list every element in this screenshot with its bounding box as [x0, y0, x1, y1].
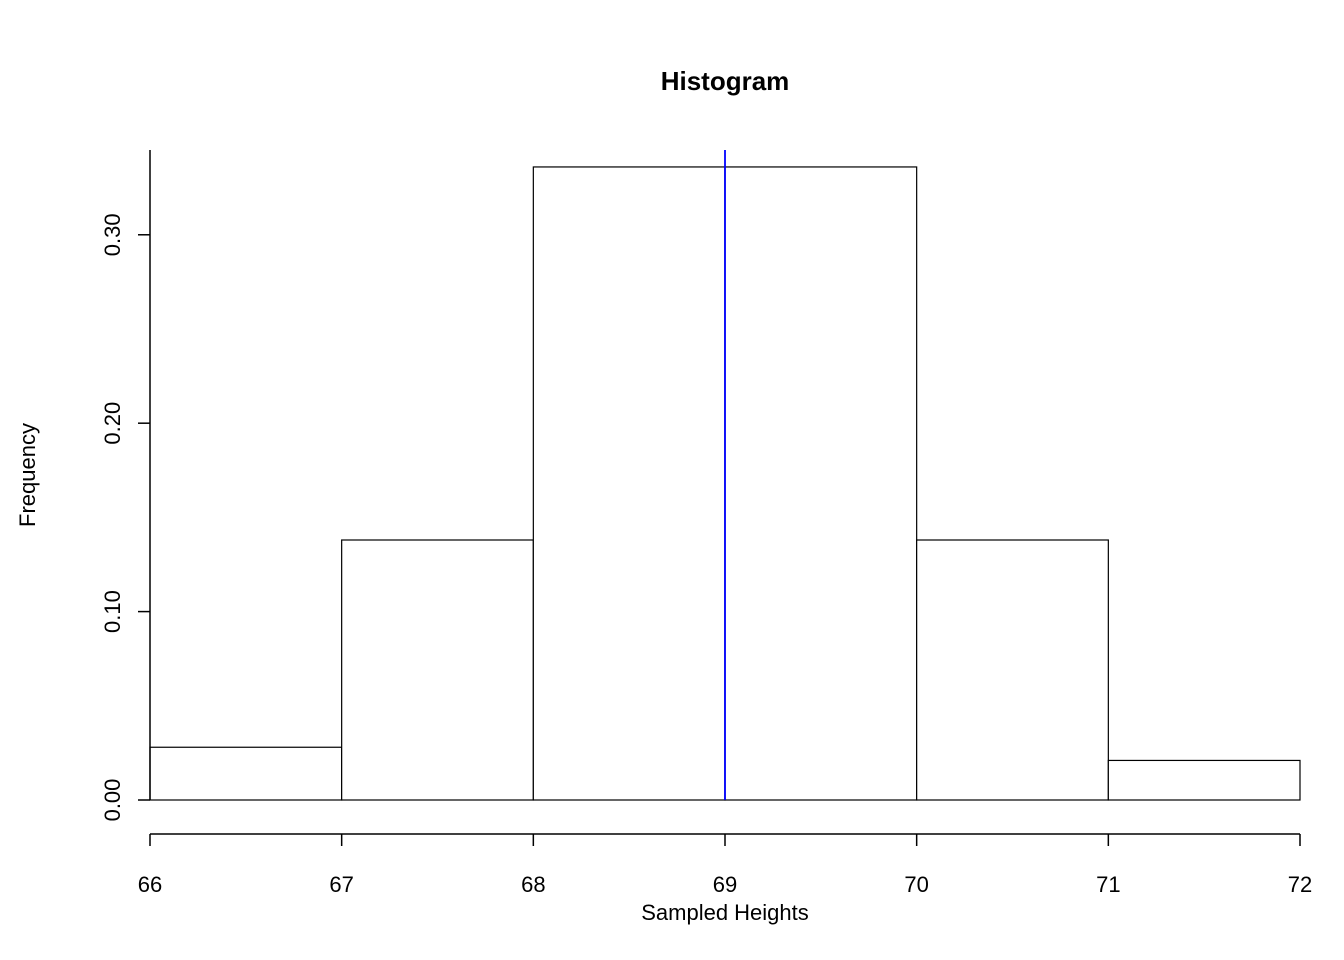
x-axis-label: Sampled Heights: [641, 900, 809, 925]
histogram-bar: [342, 540, 534, 800]
x-tick-label: 69: [713, 872, 737, 897]
y-tick-label: 0.10: [100, 590, 125, 633]
y-axis-label: Frequency: [15, 423, 40, 527]
x-tick-label: 71: [1096, 872, 1120, 897]
histogram-chart: Histogram Sampled Heights Frequency 0.00 0.1…: [0, 0, 1344, 960]
x-tick-label: 72: [1288, 872, 1312, 897]
x-tick-label: 66: [138, 872, 162, 897]
x-tick-label: 70: [904, 872, 928, 897]
histogram-bar: [150, 747, 342, 800]
y-tick-label: 0.20: [100, 402, 125, 445]
chart-title: Histogram: [661, 66, 790, 96]
x-tick-label: 67: [329, 872, 353, 897]
histogram-bar: [725, 167, 917, 800]
histogram-bar: [1108, 760, 1300, 800]
histogram-bar: [533, 167, 725, 800]
y-tick-label: 0.30: [100, 213, 125, 256]
y-tick-label: 0.00: [100, 779, 125, 822]
histogram-bar: [917, 540, 1109, 800]
x-tick-label: 68: [521, 872, 545, 897]
